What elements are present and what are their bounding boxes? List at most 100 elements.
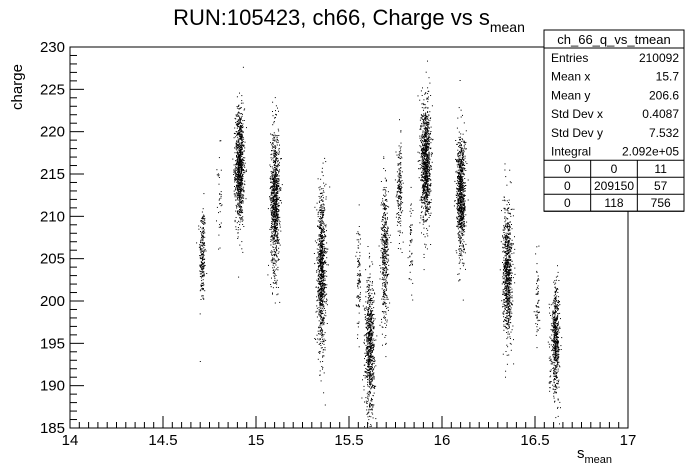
data-point [274, 302, 276, 304]
data-point [380, 271, 381, 273]
data-point [320, 205, 322, 207]
data-point [242, 224, 244, 225]
data-point [387, 230, 389, 232]
data-point [384, 293, 386, 295]
data-point [241, 115, 243, 117]
data-point [384, 224, 386, 226]
data-point [365, 400, 367, 402]
data-point [241, 145, 243, 146]
data-point [367, 246, 369, 247]
data-point [382, 304, 384, 306]
data-point [370, 373, 371, 375]
data-point [278, 259, 280, 260]
data-point [320, 292, 322, 293]
data-point [367, 384, 368, 386]
data-point [275, 169, 277, 171]
data-point [275, 219, 277, 221]
data-point [238, 176, 240, 178]
data-point [383, 212, 385, 214]
data-point [272, 282, 274, 284]
data-point [273, 221, 275, 223]
data-point [385, 283, 387, 285]
data-point [420, 146, 422, 148]
data-point [384, 274, 386, 276]
data-point [384, 195, 386, 197]
data-point [276, 168, 278, 170]
data-point [238, 104, 240, 106]
data-point [319, 370, 321, 372]
data-point [322, 228, 324, 230]
data-point [356, 251, 358, 253]
data-point [238, 141, 240, 142]
data-point [233, 137, 235, 139]
data-point [321, 323, 323, 324]
data-point [321, 291, 323, 293]
data-point [371, 316, 373, 318]
data-point [359, 263, 361, 265]
data-point [274, 251, 276, 253]
data-point [373, 385, 375, 387]
data-point [367, 341, 369, 343]
data-point [273, 207, 275, 209]
data-point [367, 339, 369, 341]
data-point [275, 226, 277, 228]
data-point [241, 172, 243, 173]
data-point [369, 317, 371, 319]
data-point [321, 204, 323, 206]
data-point [368, 286, 370, 288]
data-point [369, 265, 371, 267]
data-point [319, 266, 321, 268]
data-point [239, 171, 241, 172]
data-point [368, 404, 370, 406]
data-point [245, 171, 247, 172]
data-point [278, 183, 280, 185]
data-point [237, 153, 239, 154]
data-point [425, 134, 427, 136]
data-point [275, 228, 277, 230]
data-point [386, 249, 388, 251]
data-point [368, 352, 370, 354]
data-point [272, 101, 274, 103]
data-point [320, 289, 322, 290]
data-point [239, 209, 240, 210]
data-point [400, 146, 402, 148]
data-point [238, 130, 240, 131]
data-point [382, 295, 384, 297]
data-point [368, 380, 370, 382]
data-point [425, 128, 427, 130]
data-point [373, 376, 375, 378]
data-point [427, 147, 429, 149]
data-point [421, 167, 423, 169]
data-point [236, 127, 238, 129]
data-point [321, 287, 323, 289]
data-point [319, 197, 321, 199]
data-point [322, 290, 324, 292]
data-point [244, 147, 246, 149]
data-point [240, 217, 242, 219]
data-point [219, 211, 221, 213]
data-point [234, 194, 236, 196]
data-point [276, 185, 277, 186]
data-point [239, 122, 241, 124]
data-point [242, 136, 244, 138]
data-point [320, 218, 321, 220]
data-point [317, 216, 319, 218]
data-point [323, 228, 325, 230]
data-point [278, 216, 279, 218]
data-point [425, 244, 427, 246]
data-point [420, 125, 422, 127]
data-point [385, 319, 386, 321]
data-point [235, 217, 237, 218]
data-point [200, 264, 202, 266]
data-point [385, 317, 386, 319]
data-point [237, 172, 239, 173]
data-point [277, 211, 279, 213]
data-point [274, 214, 276, 216]
data-point [274, 171, 276, 173]
data-point [382, 255, 384, 257]
data-point [326, 293, 328, 295]
data-point [316, 242, 318, 244]
data-point [200, 250, 202, 252]
data-point [367, 359, 369, 360]
data-point [279, 200, 281, 201]
